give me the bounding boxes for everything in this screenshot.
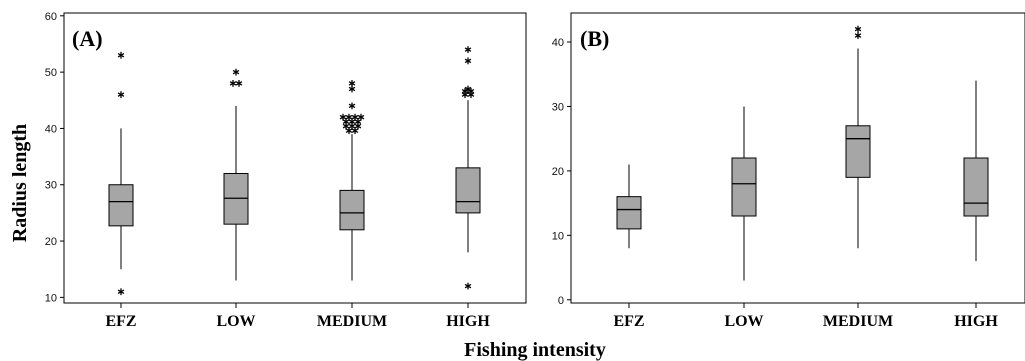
- y-tick-label-a-50: 50: [45, 67, 57, 79]
- outlier-a-low-2: [232, 68, 240, 76]
- panel-label-b: (B): [580, 26, 609, 51]
- iqr-box-b-medium: [845, 125, 871, 178]
- panel-b: 0 10 20 30 40 EFZ LOW MEDIUM HIGH (B): [552, 12, 1025, 330]
- box-b-efz: [616, 164, 642, 249]
- y-tick-label-a-10: 10: [45, 292, 57, 304]
- y-tick-label-a-30: 30: [45, 180, 57, 192]
- y-tick-label-b-10: 10: [552, 230, 564, 242]
- outlier-a-high-0: [464, 282, 472, 290]
- y-tick-label-b-30: 30: [552, 101, 564, 113]
- outlier-a-medium-14: [348, 79, 356, 87]
- box-a-high: [455, 46, 481, 290]
- y-axis-title: Radius length: [9, 124, 31, 242]
- outlier-a-medium-6: [348, 118, 356, 126]
- outlier-a-efz-0: [117, 288, 125, 296]
- iqr-box-b-high: [963, 157, 989, 217]
- y-tick-label-b-40: 40: [552, 37, 564, 49]
- box-a-efz: [108, 51, 134, 296]
- outlier-a-high-6: [464, 57, 472, 65]
- box-b-medium: [845, 25, 871, 249]
- outlier-a-medium-10: [351, 113, 359, 121]
- plot-frame-b: [570, 12, 1025, 304]
- box-a-medium: [339, 79, 365, 281]
- outlier-a-medium-7: [354, 118, 362, 126]
- x-tick-label-a-high: HIGH: [446, 313, 490, 330]
- panel-label-a: (A): [72, 26, 103, 51]
- outlier-b-medium-1: [854, 25, 862, 33]
- iqr-box-b-low: [731, 157, 757, 217]
- y-tick-label-a-60: 60: [45, 11, 57, 23]
- box-b-high: [963, 80, 989, 262]
- y-tick-label-b-0: 0: [558, 295, 564, 307]
- outlier-a-medium-11: [357, 113, 365, 121]
- x-tick-label-b-high: HIGH: [954, 313, 998, 330]
- iqr-box-a-medium: [339, 189, 365, 231]
- y-tick-label-a-40: 40: [45, 123, 57, 135]
- outlier-a-efz-2: [117, 51, 125, 59]
- x-tick-label-a-efz: EFZ: [105, 313, 136, 330]
- outlier-b-medium-0: [854, 32, 862, 39]
- y-tick-label-a-20: 20: [45, 236, 57, 248]
- outlier-a-medium-0: [345, 127, 353, 135]
- outlier-a-medium-9: [345, 113, 353, 121]
- outlier-a-high-7: [464, 46, 472, 54]
- outlier-a-medium-8: [339, 113, 347, 121]
- outlier-a-medium-1: [351, 127, 359, 135]
- outlier-a-medium-12: [348, 102, 356, 110]
- outlier-a-high-5: [464, 85, 472, 93]
- iqr-box-b-efz: [616, 196, 642, 230]
- plot-frame-a: [63, 12, 527, 304]
- x-tick-label-b-low: LOW: [724, 313, 763, 330]
- iqr-box-a-high: [455, 167, 481, 214]
- x-axis-title: Fishing intensity: [464, 339, 606, 361]
- iqr-box-a-efz: [108, 184, 134, 227]
- outlier-a-efz-1: [117, 91, 125, 99]
- panel-a: 10 20 30 40 50 60 EFZ LOW MEDIUM HIGH (A): [45, 11, 527, 330]
- x-tick-label-b-efz: EFZ: [613, 313, 644, 330]
- outlier-a-low-1: [235, 79, 243, 87]
- box-a-low: [223, 68, 249, 281]
- box-b-low: [731, 106, 757, 281]
- outlier-a-medium-5: [342, 118, 350, 126]
- x-tick-label-a-medium: MEDIUM: [317, 313, 387, 330]
- y-tick-label-b-20: 20: [552, 166, 564, 178]
- outlier-a-low-0: [229, 79, 237, 87]
- x-tick-label-b-medium: MEDIUM: [823, 313, 893, 330]
- x-tick-label-a-low: LOW: [216, 313, 255, 330]
